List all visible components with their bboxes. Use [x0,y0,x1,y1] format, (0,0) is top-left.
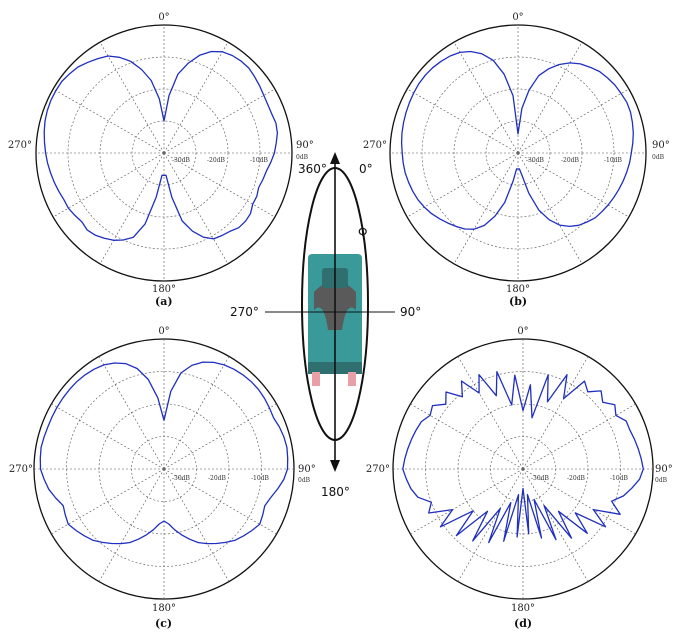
series-path-0 [39,361,289,545]
polar-grid [33,338,295,600]
ring-label-10: -10dB [610,475,629,482]
angle-label-0: 0° [512,12,523,23]
ring-label-20: -20dB [208,475,227,482]
series-trace [39,361,289,545]
series-path-0 [43,50,279,241]
spoke-330 [453,41,519,154]
spoke-30 [163,356,230,470]
spoke-150 [517,152,583,265]
polar-chart-b: 0° 90° 180° 270° -30dB -20dB -10dB 0dB (… [363,12,670,308]
angle-label-90: 90° [296,140,314,151]
spoke-120 [163,468,277,535]
series-trace [43,50,279,241]
label-0: 0° [359,162,373,176]
angle-label-180: 180° [152,284,176,295]
label-270: 270° [230,305,259,319]
label-360: 360° [298,162,327,176]
spoke-210 [453,152,519,265]
spoke-150 [163,152,229,265]
ring-label-30: -30dB [526,157,545,164]
series-trace [402,371,644,544]
spoke-30 [522,356,589,470]
angle-label-180: 180° [506,284,530,295]
spoke-120 [163,152,276,218]
device-foot-right [348,372,356,386]
spoke-60 [163,403,277,470]
spoke-300 [52,88,165,154]
angle-label-0: 0° [517,326,528,337]
outer-label-0db: 0dB [298,477,311,484]
spoke-330 [457,356,524,470]
spoke-30 [163,41,229,154]
arrow-up-icon [330,152,340,164]
spoke-240 [51,468,165,535]
caption-a: (a) [155,295,173,308]
angle-label-180: 180° [511,603,535,614]
polar-grid [392,338,654,600]
series-path-0 [402,371,644,544]
spoke-150 [522,468,589,582]
angle-label-270: 270° [8,140,32,151]
polar-chart-c: 0° 90° 180° 270° -30dB -20dB -10dB 0dB (… [9,326,316,630]
angle-label-90: 90° [298,464,316,475]
ring-label-30: -30dB [172,475,191,482]
angle-label-90: 90° [652,140,670,151]
spoke-60 [163,88,276,154]
spoke-60 [517,88,630,154]
spoke-120 [522,468,636,535]
angle-label-270: 270° [9,464,33,475]
outer-label-0db: 0dB [652,154,665,161]
polar-grid [35,24,293,282]
orientation-diagram: 360° 0° Φ 270° 90° 180° [230,152,421,499]
arrow-down-icon [330,460,340,472]
spoke-240 [410,468,524,535]
polar-grid [389,24,647,282]
spoke-330 [99,41,165,154]
ring-label-20: -20dB [567,475,586,482]
spoke-330 [98,356,165,470]
spoke-300 [51,403,165,470]
ring-label-10: -10dB [604,157,623,164]
caption-b: (b) [509,295,527,308]
angle-label-90: 90° [655,464,673,475]
angle-label-270: 270° [366,464,390,475]
ring-label-30: -30dB [172,157,191,164]
spoke-210 [98,468,165,582]
spoke-120 [517,152,630,218]
polar-chart-d: 0° 90° 180° 270° -30dB -20dB -10dB 0dB (… [366,326,673,630]
label-180: 180° [321,485,350,499]
ring-label-20: -20dB [561,157,580,164]
ring-label-10: -10dB [251,475,270,482]
series-path-0 [400,50,634,230]
angle-label-0: 0° [158,12,169,23]
label-phi: Φ [358,225,367,239]
angle-label-180: 180° [152,603,176,614]
spoke-210 [99,152,165,265]
label-90: 90° [400,305,421,319]
outer-label-0db: 0dB [655,477,668,484]
outer-ring [35,24,293,282]
ring-label-10: -10dB [250,157,269,164]
polar-chart-a: 0° 90° 180° 270° -30dB -20dB -10dB 0dB (… [8,12,314,308]
outer-ring [389,24,647,282]
device-foot-left [312,372,320,386]
ring-label-20: -20dB [207,157,226,164]
caption-c: (c) [155,617,172,630]
ring-label-30: -30dB [531,475,550,482]
spoke-150 [163,468,230,582]
spoke-240 [406,152,519,218]
spoke-300 [410,403,524,470]
spoke-30 [517,41,583,154]
angle-label-0: 0° [158,326,169,337]
spoke-210 [457,468,524,582]
spoke-300 [406,88,519,154]
series-trace [400,50,634,230]
angle-label-270: 270° [363,140,387,151]
outer-label-0db: 0dB [296,154,309,161]
caption-d: (d) [514,617,532,630]
spoke-240 [52,152,165,218]
spoke-60 [522,403,636,470]
